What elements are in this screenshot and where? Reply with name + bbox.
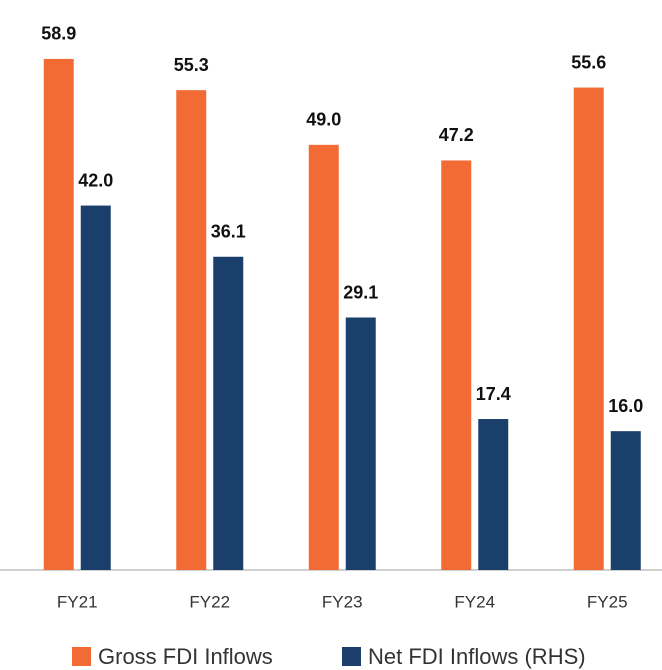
value-label: 55.3 <box>174 55 209 75</box>
x-tick-label: FY21 <box>57 592 98 611</box>
value-label: 42.0 <box>78 170 113 190</box>
x-tick-label: FY24 <box>454 592 495 611</box>
legend-label: Gross FDI Inflows <box>98 644 273 669</box>
value-label: 49.0 <box>306 110 341 130</box>
bar <box>308 144 339 571</box>
bar <box>176 90 207 571</box>
legend-swatch <box>72 647 91 666</box>
legend-swatch <box>342 647 361 666</box>
bar <box>43 58 74 570</box>
x-tick-label: FY25 <box>587 592 628 611</box>
bar <box>478 419 509 570</box>
bar <box>80 205 111 571</box>
value-label: 47.2 <box>439 125 474 145</box>
bar <box>213 256 244 570</box>
bar <box>610 431 641 570</box>
legend-label: Net FDI Inflows (RHS) <box>368 644 586 669</box>
bar <box>441 160 472 571</box>
bar <box>573 87 604 570</box>
value-label: 17.4 <box>476 384 511 404</box>
x-tick-label: FY22 <box>189 592 230 611</box>
value-label: 16.0 <box>608 396 643 416</box>
value-label: 29.1 <box>343 282 378 302</box>
x-tick-label: FY23 <box>322 592 363 611</box>
value-label: 55.6 <box>571 52 606 72</box>
bar <box>345 317 376 570</box>
value-label: 58.9 <box>41 24 76 44</box>
value-label: 36.1 <box>211 222 246 242</box>
